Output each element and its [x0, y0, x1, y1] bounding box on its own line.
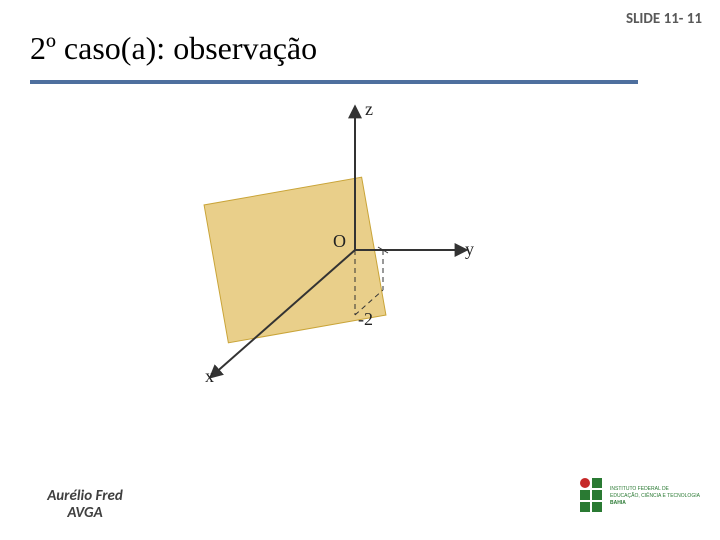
label-tick: -2 — [358, 309, 373, 329]
institution-logo: INSTITUTO FEDERAL DE EDUCAÇÃO, CIÊNCIA E… — [580, 478, 700, 522]
slide-number: SLIDE 11- 11 — [626, 10, 702, 28]
axis-diagram: z y x O -2 — [175, 100, 475, 400]
page-title: 2º caso(a): observação — [30, 30, 317, 67]
logo-line3: BAHIA — [610, 500, 626, 506]
label-origin: O — [333, 231, 346, 251]
logo-line2: EDUCAÇÃO, CIÊNCIA E TECNOLOGIA — [610, 491, 700, 499]
author-name: Aurélio Fred — [30, 488, 140, 505]
logo-line1: INSTITUTO FEDERAL DE — [610, 486, 670, 492]
logo-squares — [580, 478, 602, 512]
author-course: AVGA — [30, 505, 140, 522]
author-block: Aurélio Fred AVGA — [30, 488, 140, 523]
label-x: x — [205, 366, 214, 386]
title-underline — [30, 80, 638, 84]
label-z: z — [365, 100, 373, 119]
label-y: y — [465, 239, 474, 259]
